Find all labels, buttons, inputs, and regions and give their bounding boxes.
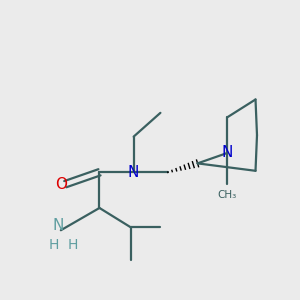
Text: N: N [52,218,64,233]
Text: O: O [55,177,67,192]
Text: CH₃: CH₃ [218,190,237,200]
Text: H: H [48,238,59,252]
Text: H: H [68,238,78,252]
Text: N: N [128,165,139,180]
Text: N: N [222,146,233,160]
